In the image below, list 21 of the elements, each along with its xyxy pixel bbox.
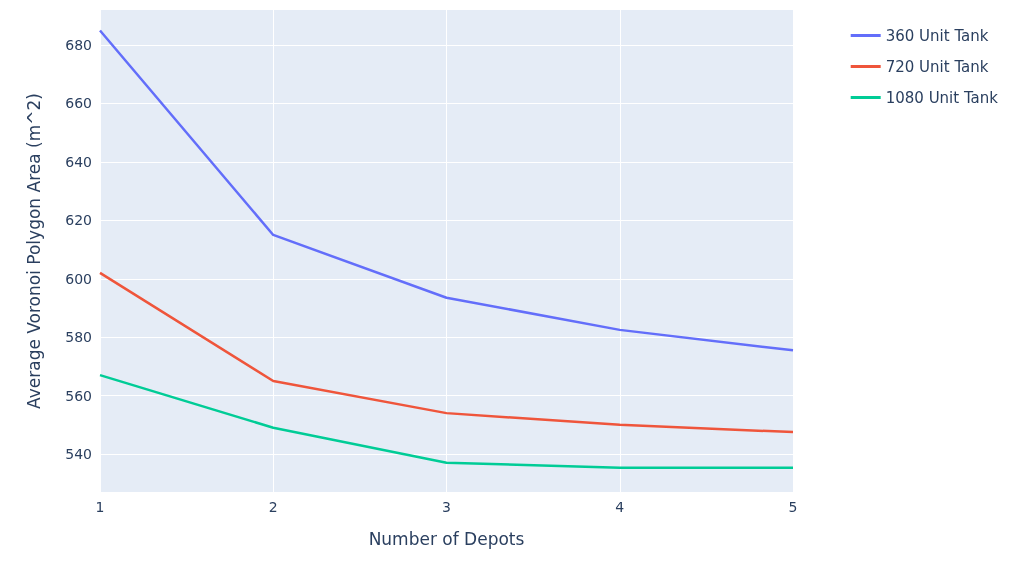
line-series — [98, 373, 795, 469]
legend-label: 720 Unit Tank — [885, 57, 989, 76]
x-tick-label: 3 — [442, 499, 451, 515]
y-tick-label: 540 — [65, 446, 92, 463]
x-tick-label: 1 — [95, 499, 105, 515]
y-tick-label: 560 — [65, 387, 92, 404]
y-axis-title: Average Voronoi Polygon Area (m^2) — [23, 93, 44, 409]
y-tick-label: 640 — [65, 153, 92, 170]
legend-label: 1080 Unit Tank — [885, 88, 999, 107]
y-tick-label: 680 — [65, 37, 92, 54]
x-tick-label: 4 — [615, 499, 625, 515]
y-tick-label: 600 — [65, 270, 92, 287]
x-tick-label: 2 — [268, 499, 278, 515]
y-tick-label: 580 — [65, 329, 92, 346]
legend-label: 360 Unit Tank — [885, 26, 989, 45]
x-axis-title: Number of Depots — [368, 528, 525, 549]
y-tick-label: 620 — [65, 212, 92, 229]
x-tick-label: 5 — [788, 499, 798, 515]
y-tick-label: 660 — [65, 95, 92, 112]
line-series — [98, 271, 795, 434]
line-series — [98, 29, 795, 352]
